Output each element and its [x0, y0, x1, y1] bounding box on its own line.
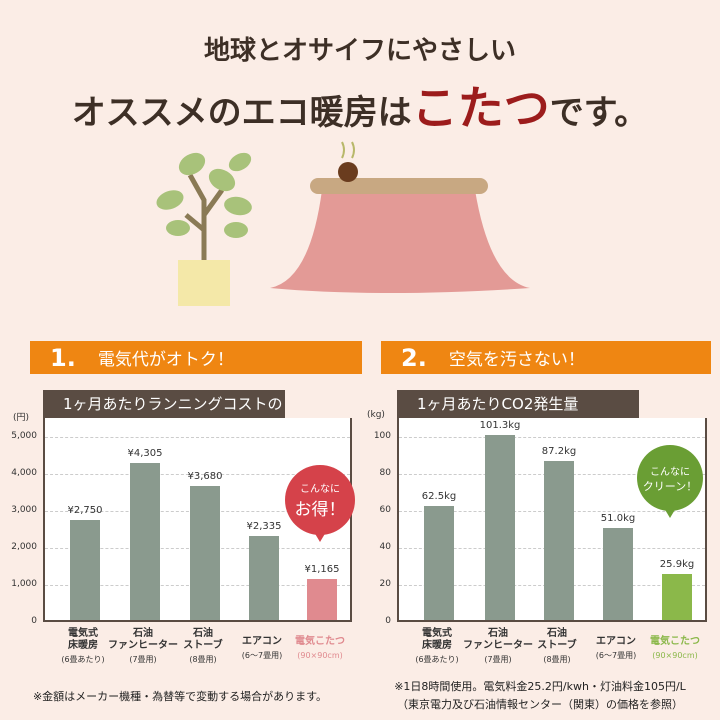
callout-line2: クリーン！ — [642, 479, 698, 493]
bar — [190, 485, 220, 620]
bar — [307, 578, 337, 620]
bar — [603, 527, 633, 620]
y-tick-label: 4,000 — [11, 468, 37, 478]
bar — [662, 574, 692, 620]
bar-value-label: ¥2,750 — [67, 505, 103, 517]
category-label: エアコン (6〜7畳用) — [222, 636, 302, 662]
callout-line1: こんなに — [300, 484, 340, 495]
category-sub: (8畳用) — [189, 655, 217, 664]
headline-line1: 地球とオサイフにやさしい — [203, 36, 516, 66]
chart-title: 1ヶ月あたりCO2発生量 — [397, 390, 639, 418]
category-label: 電気式 床暖房 (6畳あたり) — [397, 628, 477, 666]
category-sub: (6〜7畳用) — [241, 651, 283, 660]
kotatsu-illustration — [156, 141, 530, 306]
y-axis-unit: (kg) — [367, 410, 385, 420]
bar-value-label: ¥3,680 — [187, 470, 223, 482]
bar — [130, 462, 160, 620]
section-title: 電気代がオトク！ — [97, 350, 234, 370]
y-axis-unit: (円) — [13, 413, 30, 423]
y-tick-label: 3,000 — [11, 505, 37, 515]
bar-value-label: 62.5kg — [421, 491, 457, 503]
bar-value-label: 25.9kg — [659, 559, 695, 571]
gridline — [45, 474, 350, 475]
category-name: 電気式 床暖房 — [68, 628, 98, 651]
bar — [70, 520, 100, 620]
category-sub: (7畳用) — [484, 655, 512, 664]
y-tick-label: 20 — [379, 579, 391, 589]
callout-tail — [664, 508, 676, 518]
category-name: 石油 ファンヒーター — [463, 628, 533, 651]
footnote: ※1日8時間使用。電気料金25.2円/kwh・灯油料金105円/L （東京電力及… — [394, 680, 686, 711]
bar — [424, 506, 454, 620]
category-sub: (7畳用) — [129, 655, 157, 664]
chart-title: 1ヶ月あたりランニングコストの比較 — [43, 390, 285, 441]
footnote: ※金額はメーカー機種・為替等で変動する場合があります。 — [32, 690, 328, 703]
section-number: 1. — [50, 343, 76, 372]
section-number: 2. — [401, 343, 427, 372]
category-sub: (6畳あたり) — [61, 655, 105, 664]
category-name: 石油 ファンヒーター — [108, 628, 178, 651]
gridline — [45, 437, 350, 438]
category-sub: (6畳あたり) — [415, 655, 459, 664]
callout-bubble: こんなに クリーン！ — [637, 445, 703, 511]
y-tick-label: 0 — [385, 616, 391, 626]
bar — [485, 434, 515, 620]
callout-line1: こんなに — [650, 466, 690, 478]
category-name: 電気こたつ — [295, 636, 345, 647]
category-name: エアコン — [242, 636, 282, 647]
bar-value-label: 51.0kg — [600, 512, 636, 524]
category-label: 電気こたつ (90×90cm) — [635, 636, 715, 662]
y-tick-label: 5,000 — [11, 431, 37, 441]
category-label: エアコン (6〜7畳用) — [576, 636, 656, 662]
headline-post: です。 — [549, 93, 649, 133]
bar-value-label: ¥4,305 — [127, 447, 163, 459]
category-label: 電気こたつ (90×90cm) — [280, 636, 360, 662]
bar-value-label: 87.2kg — [541, 445, 577, 457]
callout-bubble: こんなにお得！ — [285, 465, 355, 535]
y-tick-label: 40 — [379, 542, 391, 552]
kotatsu-icon — [270, 141, 530, 293]
category-name: 石油 ストーブ — [537, 628, 577, 651]
category-sub: (90×90cm) — [297, 651, 343, 660]
bar-value-label: ¥1,165 — [304, 563, 340, 575]
plant-icon — [156, 152, 252, 306]
callout-tail — [314, 532, 326, 542]
category-name: エアコン — [596, 636, 636, 647]
headline-pre: オススメのエコ暖房は — [71, 93, 412, 133]
section-banner-2: 2. 空気を汚さない！ — [381, 341, 711, 374]
y-tick-label: 1,000 — [11, 579, 37, 589]
category-label: 電気式 床暖房 (6畳あたり) — [43, 628, 123, 666]
y-tick-label: 0 — [31, 616, 37, 626]
gridline — [399, 437, 705, 438]
category-name: 石油 ストーブ — [183, 628, 223, 651]
y-tick-label: 60 — [379, 505, 391, 515]
category-sub: (8畳用) — [543, 655, 571, 664]
category-sub: (6〜7畳用) — [595, 651, 637, 660]
category-label: 石油 ファンヒーター (7畳用) — [103, 628, 183, 666]
bar-value-label: ¥2,335 — [246, 520, 282, 532]
bar-value-label: 101.3kg — [479, 419, 521, 431]
category-sub: (90×90cm) — [652, 651, 698, 660]
plot-area: 62.5kg 101.3kg 87.2kg 51.0kg 25.9kg — [397, 418, 707, 622]
bar — [544, 460, 574, 620]
running-cost-chart: 1ヶ月あたりランニングコストの比較 ¥2,750 ¥4,305 ¥3,680 ¥2,33… — [0, 390, 360, 720]
category-label: 石油 ストーブ (8畳用) — [163, 628, 243, 666]
bar — [249, 535, 279, 620]
category-name: 電気式 床暖房 — [422, 628, 452, 651]
headline-highlight: こたつ — [411, 81, 550, 135]
y-tick-label: 100 — [373, 431, 391, 441]
y-tick-label: 80 — [379, 468, 391, 478]
y-tick-label: 2,000 — [11, 542, 37, 552]
co2-chart: 1ヶ月あたりCO2発生量 62.5kg 101.3kg 87.2kg 51.0kg 25.… — [360, 390, 720, 720]
category-label: 石油 ストーブ (8畳用) — [517, 628, 597, 666]
category-label: 石油 ファンヒーター (7畳用) — [458, 628, 538, 666]
category-name: 電気こたつ — [650, 636, 700, 647]
callout-line2: お得！ — [294, 500, 346, 520]
section-title: 空気を汚さない！ — [448, 350, 585, 370]
headline-line2: オススメのエコ暖房はこたつです。 — [0, 72, 720, 138]
section-banner-1: 1. 電気代がオトク！ — [30, 341, 362, 374]
